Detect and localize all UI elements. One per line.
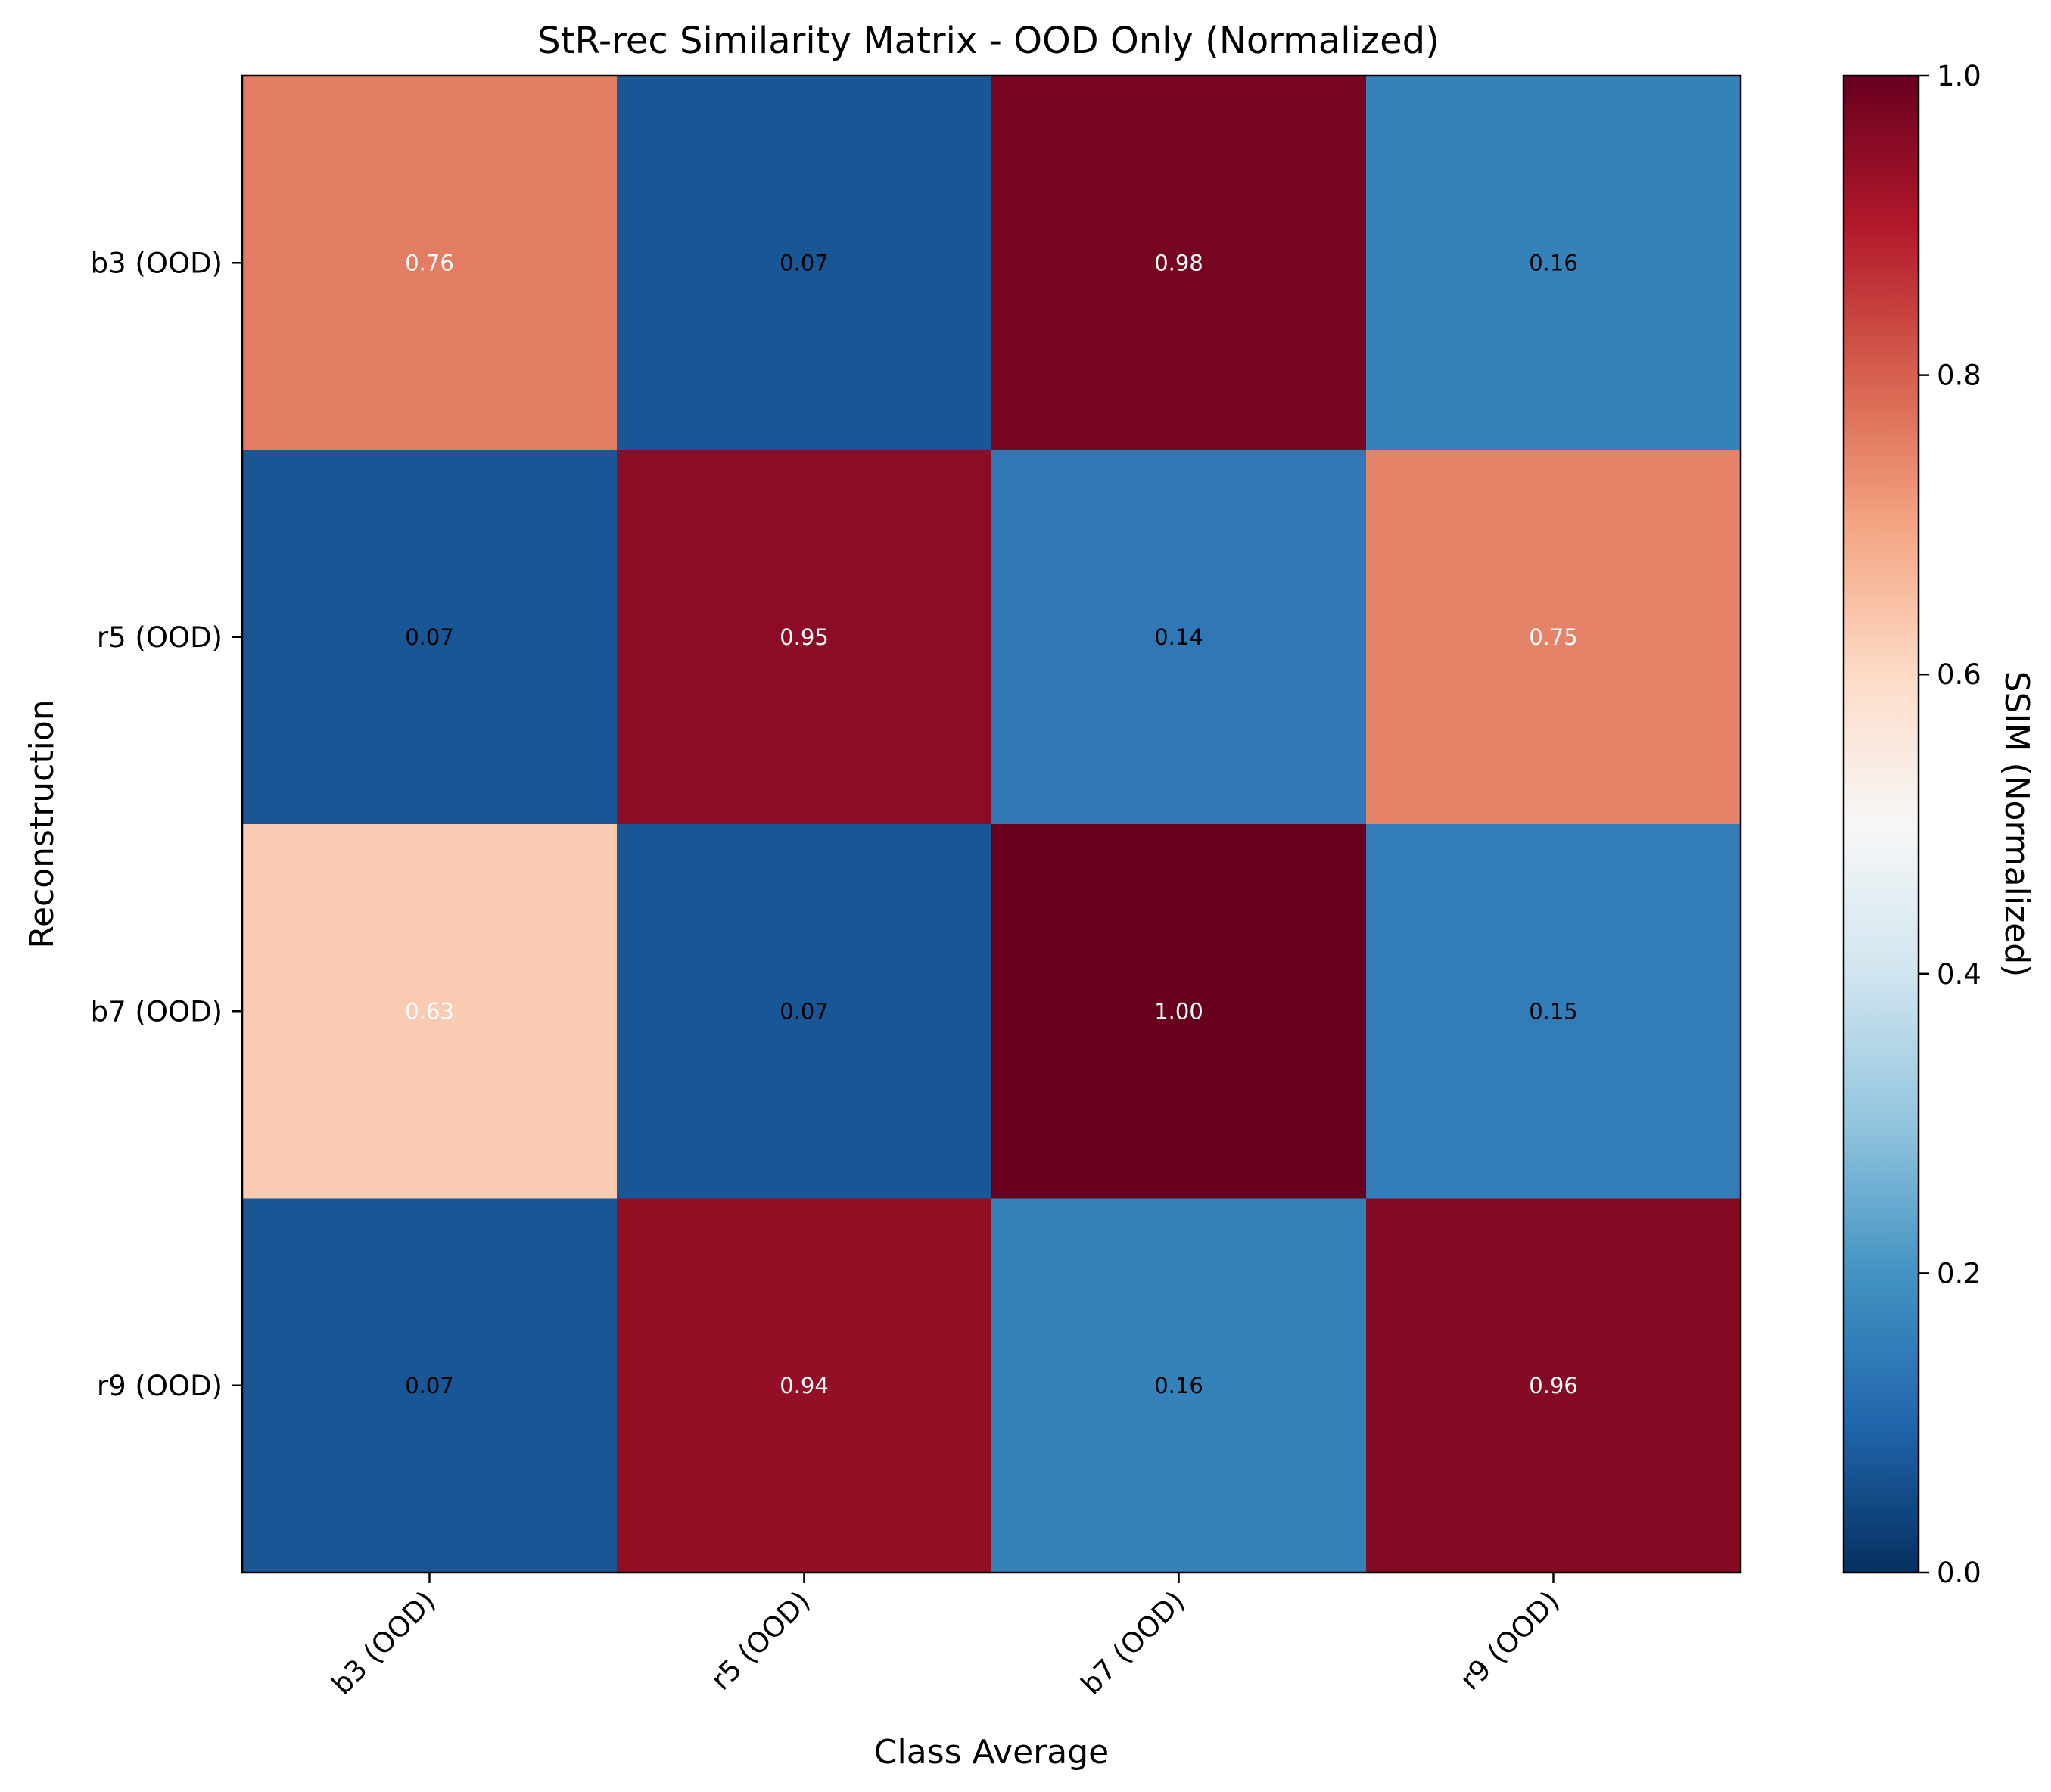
cell-value-label: 0.14	[1154, 624, 1203, 650]
y-tick-label: r5 (OOD)	[97, 621, 223, 654]
colorbar-tick-label: 0.6	[1937, 658, 1981, 691]
colorbar-tick-label: 1.0	[1937, 60, 1981, 92]
cell-value-label: 0.98	[1154, 250, 1203, 275]
heatmap-cell	[242, 1198, 618, 1573]
cell-value-label: 0.63	[405, 998, 454, 1024]
x-tick-label: b7 (OOD)	[1075, 1585, 1191, 1701]
y-axis-label: Reconstruction	[23, 699, 61, 948]
cell-value-label: 0.07	[780, 250, 829, 275]
chart-title: StR-rec Similarity Matrix - OOD Only (No…	[537, 20, 1439, 62]
heatmap-cell	[1366, 450, 1741, 825]
y-axis-ticks: b3 (OOD) r5 (OOD) b7 (OOD) r9 (OOD)	[91, 247, 242, 1402]
heatmap-cell	[617, 1198, 992, 1573]
heatmap-cell	[617, 76, 992, 450]
cell-value-label: 0.07	[780, 998, 829, 1024]
x-axis-label: Class Average	[874, 1733, 1109, 1772]
heatmap-cell	[242, 824, 618, 1199]
cell-value-label: 0.07	[405, 624, 454, 650]
x-tick-label: r5 (OOD)	[705, 1585, 817, 1697]
heatmap-cell	[617, 824, 992, 1199]
cell-value-label: 1.00	[1154, 998, 1203, 1024]
cell-value-label: 0.96	[1529, 1373, 1578, 1398]
heatmap-cell	[1366, 1198, 1741, 1573]
x-tick-label: b3 (OOD)	[325, 1585, 442, 1701]
colorbar-tick-label: 0.2	[1937, 1257, 1981, 1290]
colorbar-label: SSIM (Normalized)	[1997, 671, 2036, 978]
cell-value-label: 0.94	[780, 1373, 829, 1398]
heatmap-cell	[1366, 76, 1741, 450]
heatmap-cells: 0.76 0.07 0.98 0.16 0.07 0.95 0.14 0.75 0.63 0.07…	[242, 76, 1741, 1573]
cell-value-label: 0.16	[1154, 1373, 1203, 1398]
heatmap-cell	[1366, 824, 1741, 1199]
colorbar-ticks: 0.0 0.2 0.4 0.6 0.8 1.0	[1919, 60, 1981, 1589]
y-tick-label: b3 (OOD)	[91, 247, 223, 279]
heatmap-cell	[991, 1198, 1367, 1573]
cell-value-label: 0.15	[1529, 998, 1578, 1024]
colorbar-tick-label: 0.4	[1937, 958, 1981, 991]
plot-frame	[241, 74, 1742, 1574]
heatmap-cell	[991, 76, 1367, 450]
cell-value-label: 0.75	[1529, 624, 1578, 650]
cell-value-label: 0.76	[405, 250, 454, 275]
colorbar-tick-label: 0.8	[1937, 359, 1981, 392]
colorbar-tick-label: 0.0	[1937, 1557, 1981, 1589]
heatmap-cell	[242, 450, 618, 825]
heatmap-cell	[617, 450, 992, 825]
cell-value-label: 0.07	[405, 1373, 454, 1398]
x-axis-ticks: b3 (OOD) r5 (OOD) b7 (OOD) r9 (OOD)	[325, 1573, 1566, 1701]
x-tick-label: r9 (OOD)	[1454, 1585, 1566, 1697]
heatmap-cell	[991, 450, 1367, 825]
y-tick-label: b7 (OOD)	[91, 995, 223, 1028]
heatmap-cell	[242, 76, 618, 450]
heatmap-cell	[991, 824, 1367, 1199]
colorbar	[1842, 74, 1920, 1574]
cell-value-label: 0.95	[780, 624, 829, 650]
y-tick-label: r9 (OOD)	[97, 1370, 223, 1402]
cell-value-label: 0.16	[1529, 250, 1578, 275]
